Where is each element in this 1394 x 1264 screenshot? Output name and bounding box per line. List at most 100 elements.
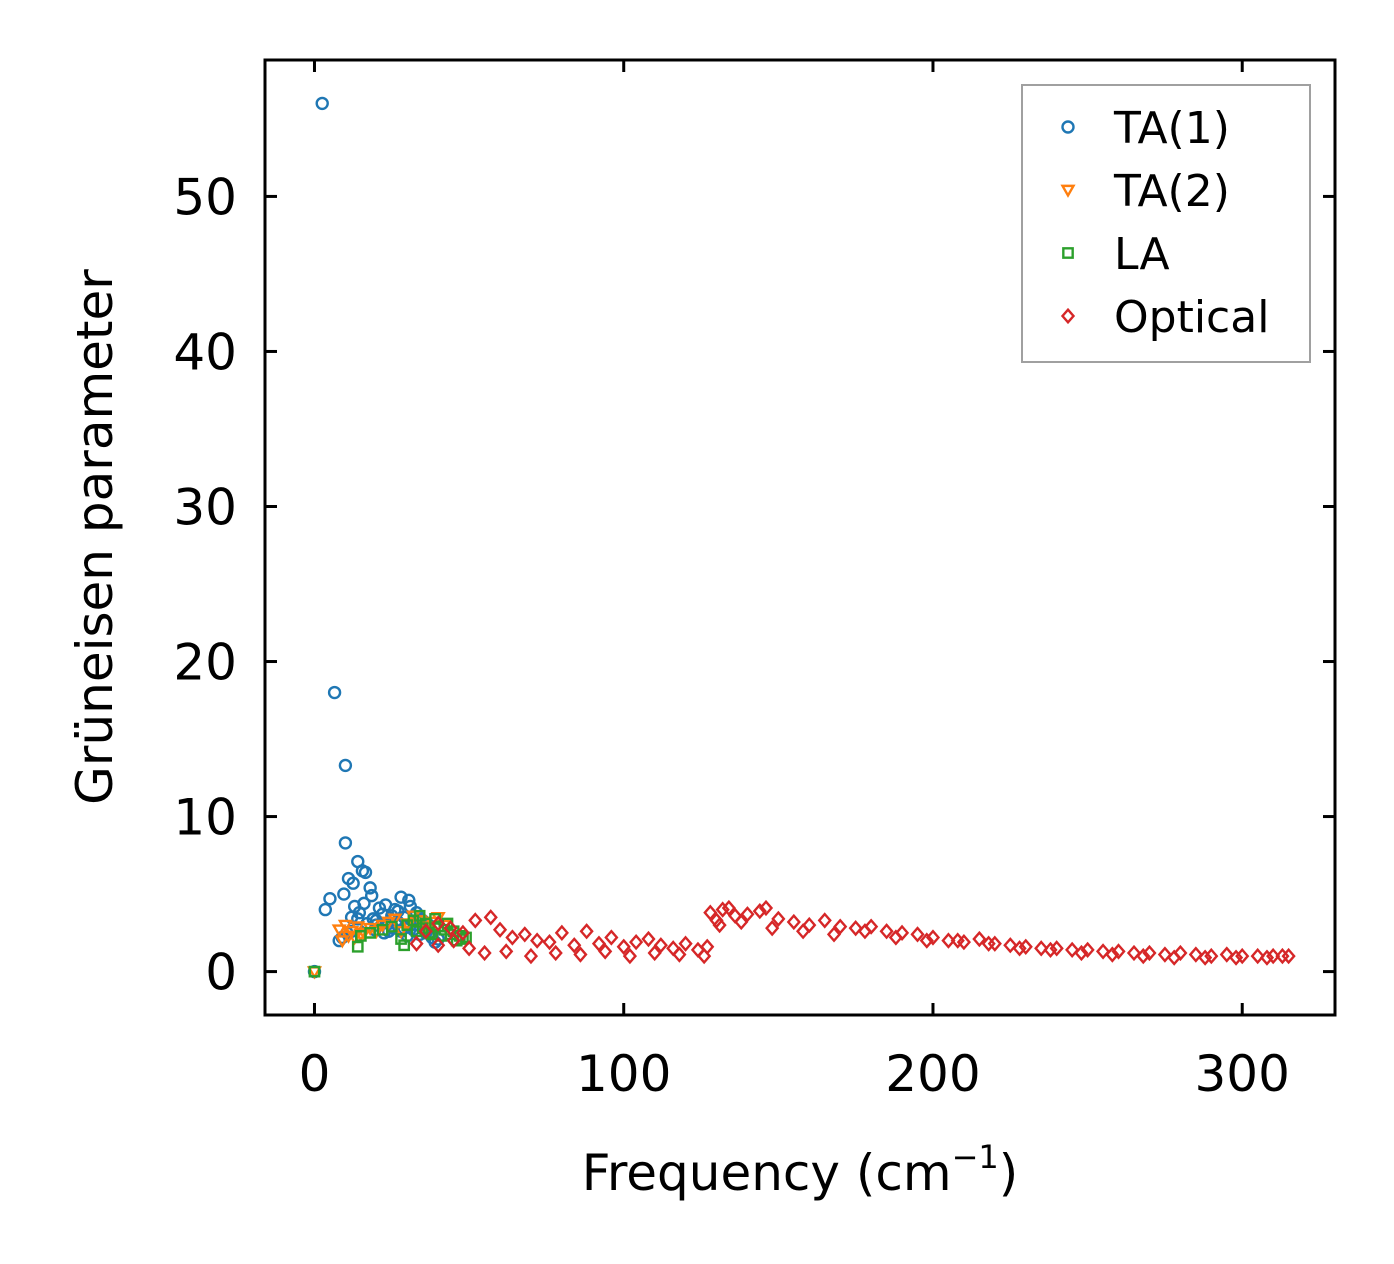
legend-entry: TA(2) — [1060, 166, 1230, 217]
legend-entry: TA(1) — [1061, 103, 1230, 154]
data-point — [530, 932, 545, 949]
legend-entry: Optical — [1060, 292, 1269, 343]
data-point — [363, 881, 377, 895]
x-axis-label-suffix: ) — [999, 1144, 1019, 1202]
data-point — [758, 899, 774, 917]
data-point — [672, 946, 687, 963]
data-point — [941, 932, 956, 949]
legend-marker — [1060, 184, 1076, 198]
data-point — [1275, 947, 1290, 965]
data-point — [1250, 947, 1265, 965]
data-point — [364, 926, 377, 939]
data-point — [796, 923, 811, 940]
data-point — [721, 899, 736, 917]
data-point — [919, 932, 934, 949]
y-tick-label: 40 — [173, 323, 237, 381]
data-point — [1188, 946, 1203, 963]
data-point — [1173, 944, 1188, 962]
data-points — [306, 96, 1296, 980]
legend: TA(1) TA(2) LA Optical — [1021, 84, 1311, 363]
legend-marker — [1061, 120, 1075, 134]
data-point — [857, 923, 873, 940]
data-point — [443, 920, 458, 937]
data-point — [740, 906, 755, 923]
data-point — [894, 924, 910, 941]
data-point — [483, 909, 498, 926]
data-point — [351, 912, 365, 926]
data-point — [323, 892, 337, 906]
data-point — [604, 929, 619, 946]
data-point — [468, 912, 483, 929]
axis-ticks — [265, 60, 1335, 1015]
data-point — [833, 918, 848, 935]
data-point — [1259, 949, 1275, 966]
data-point — [344, 925, 360, 940]
data-point — [554, 924, 569, 941]
tick-labels: 0 100 200 300 0 10 20 30 40 50 — [173, 168, 1290, 1103]
data-point — [817, 912, 832, 929]
data-point — [703, 904, 718, 921]
data-point — [418, 923, 433, 940]
data-point — [308, 965, 321, 978]
x-tick-label: 300 — [1195, 1045, 1290, 1103]
data-point — [413, 909, 426, 922]
data-point — [338, 758, 353, 773]
data-point — [431, 937, 446, 954]
data-point — [1219, 946, 1234, 963]
data-point — [462, 940, 477, 957]
legend-entry: LA — [1062, 229, 1170, 280]
legend-entries: TA(1) TA(2) LA Optical — [1060, 103, 1269, 343]
data-point — [393, 925, 409, 940]
data-point — [505, 929, 520, 946]
data-point — [1167, 949, 1182, 966]
data-point — [327, 685, 342, 700]
data-point — [1105, 946, 1120, 963]
data-point — [499, 943, 514, 960]
data-point — [398, 939, 411, 952]
data-point — [492, 921, 508, 938]
plot-frame — [263, 58, 1337, 1017]
data-point — [548, 944, 563, 962]
data-point — [337, 887, 351, 901]
data-point — [826, 926, 842, 943]
data-point — [376, 923, 389, 936]
data-point — [1043, 941, 1058, 959]
data-point — [409, 935, 424, 952]
data-point — [331, 924, 347, 938]
data-point — [1034, 940, 1049, 957]
data-point — [431, 915, 446, 932]
data-point — [848, 920, 863, 937]
data-point — [864, 918, 879, 935]
data-point — [715, 901, 730, 918]
x-tick-label: 100 — [576, 1045, 671, 1103]
data-point — [1136, 947, 1151, 965]
data-point — [1126, 944, 1142, 962]
data-point — [647, 944, 662, 962]
data-point — [573, 946, 588, 963]
y-tick-label: 30 — [173, 478, 237, 536]
series-optical — [409, 899, 1296, 966]
legend-label: Optical — [1114, 292, 1269, 343]
data-point — [446, 932, 461, 949]
legend-label: LA — [1114, 229, 1170, 280]
data-point — [1074, 944, 1089, 962]
y-tick-label: 10 — [173, 789, 237, 847]
data-point — [337, 919, 353, 933]
data-point — [697, 947, 712, 965]
data-point — [318, 902, 333, 917]
data-point — [477, 944, 492, 962]
data-point — [394, 890, 408, 904]
data-point — [455, 924, 471, 941]
data-point — [888, 929, 903, 946]
data-point — [641, 930, 656, 948]
data-point — [368, 925, 384, 940]
data-point — [579, 923, 594, 940]
x-axis-label: Frequency (cm−1) — [582, 1138, 1019, 1202]
data-point — [1157, 946, 1173, 963]
data-point — [567, 937, 582, 954]
data-point — [653, 937, 668, 954]
data-point — [622, 947, 638, 965]
data-point — [712, 916, 727, 934]
y-axis-label: Grüneisen parameter — [66, 269, 124, 805]
